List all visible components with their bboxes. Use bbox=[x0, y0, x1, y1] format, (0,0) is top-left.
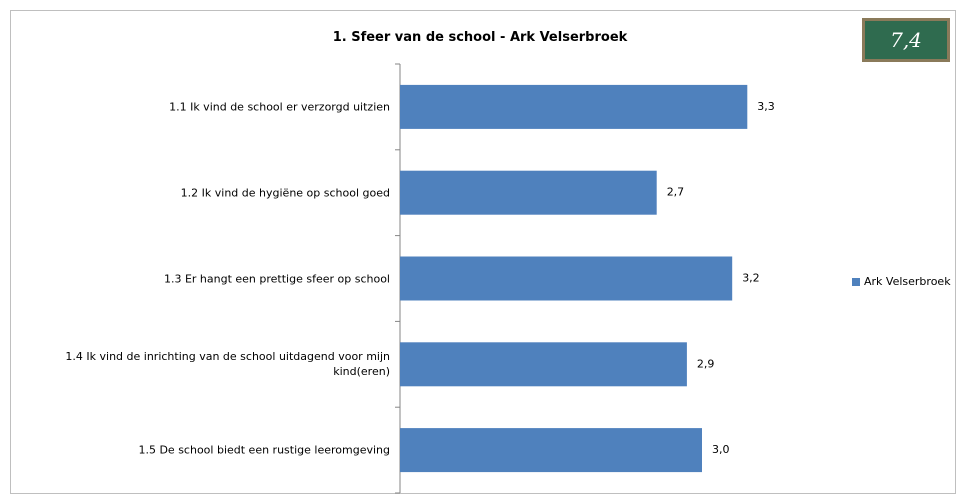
bar bbox=[400, 170, 657, 215]
data-label: 3,2 bbox=[742, 272, 760, 285]
data-label: 2,7 bbox=[667, 186, 685, 199]
legend-label: Ark Velserbroek bbox=[864, 275, 951, 288]
category-label: 1.2 Ik vind de hygiëne op school goed bbox=[180, 186, 390, 200]
bar bbox=[400, 428, 702, 473]
chart-title: 1. Sfeer van de school - Ark Velserbroek bbox=[332, 30, 628, 45]
bar bbox=[400, 342, 687, 387]
data-label: 2,9 bbox=[697, 357, 715, 370]
data-label: 3,3 bbox=[757, 100, 775, 113]
data-label: 3,0 bbox=[712, 443, 730, 456]
category-label: 1.5 De school biedt een rustige leeromge… bbox=[138, 443, 390, 457]
legend: Ark Velserbroek bbox=[852, 275, 951, 288]
score-badge: 7,4 bbox=[862, 18, 950, 62]
bar bbox=[400, 84, 748, 129]
legend-swatch bbox=[852, 277, 860, 286]
bar bbox=[400, 256, 733, 301]
category-label: 1.3 Er hangt een prettige sfeer op schoo… bbox=[163, 272, 390, 285]
category-label: 1.1 Ik vind de school er verzorgd uitzie… bbox=[169, 100, 390, 114]
chart-frame bbox=[10, 10, 956, 494]
category-label: 1.4 Ik vind de inrichting van de school … bbox=[65, 350, 390, 379]
